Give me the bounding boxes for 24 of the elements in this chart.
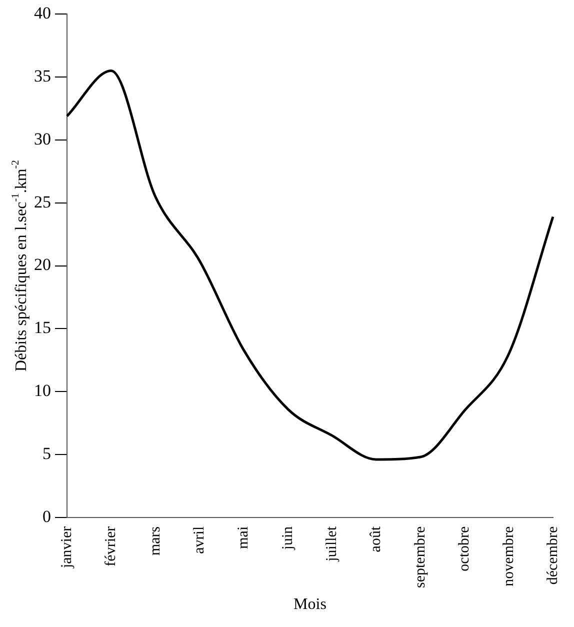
- x-tick-label: janvier: [58, 526, 75, 570]
- y-tick-label: 10: [34, 381, 51, 400]
- y-tick-label: 25: [34, 192, 51, 212]
- y-tick-label: 5: [42, 444, 51, 463]
- x-tick-label: août: [368, 526, 384, 552]
- y-tick-label: 40: [34, 4, 51, 23]
- x-tick-label: septembre: [412, 526, 428, 588]
- x-tick-label: mai: [236, 526, 252, 549]
- x-axis-title: Mois: [294, 596, 326, 614]
- x-tick-label: mars: [147, 526, 164, 556]
- y-tick-label: 20: [34, 255, 51, 274]
- x-tick-label: avril: [191, 526, 208, 554]
- x-tick-label: juillet: [324, 526, 340, 562]
- x-tick-label: juin: [280, 526, 296, 551]
- y-tick-label: 15: [34, 318, 51, 338]
- x-tick-label: février: [103, 526, 120, 566]
- y-tick-label: 0: [42, 506, 51, 526]
- x-tick-label: décembre: [544, 526, 561, 585]
- x-tick-label: octobre: [456, 526, 473, 572]
- y-tick-label: 30: [34, 129, 51, 148]
- y-tick-label: 35: [34, 66, 51, 86]
- line-series: [66, 70, 554, 461]
- y-axis-title: Débits spécifiques en l.sec-1.km-2: [10, 160, 30, 372]
- x-tick-label: novembre: [500, 526, 517, 586]
